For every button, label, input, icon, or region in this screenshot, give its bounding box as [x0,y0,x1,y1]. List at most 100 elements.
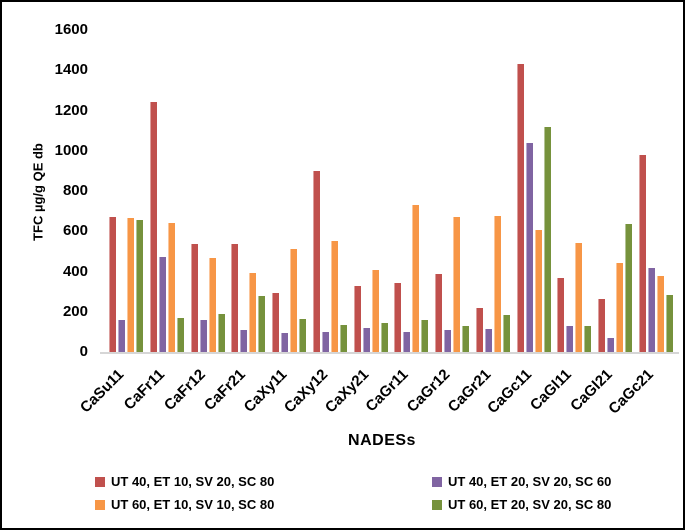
bar [462,326,470,352]
bar [321,332,329,352]
legend-swatch-series-4 [432,499,442,510]
bar [127,218,134,352]
y-tick-label: 400 [62,262,88,280]
x-tick-label: CaXy11 [240,366,291,416]
bar-group [394,205,429,352]
bar [109,217,116,352]
bar-group [475,216,510,352]
bar [190,244,198,352]
bar [149,102,157,352]
plot-area [100,30,679,354]
bar [543,127,551,352]
bar [502,315,510,352]
bar [167,223,175,352]
legend-label: UT 40, ET 10, SV 20, SC 80 [111,474,275,489]
bar-group [638,155,673,352]
legend-item: UT 40, ET 10, SV 20, SC 80 [95,474,432,489]
bar [616,263,624,352]
bar [339,325,347,352]
legend-swatch-series-3 [95,499,105,510]
bar [394,283,402,352]
y-tick-label: 200 [62,302,88,320]
x-tick-label: CaXy21 [321,366,373,417]
x-tick-label: CaGl11 [527,366,576,414]
x-tick-label: CaGc21 [605,366,658,418]
legend-swatch-series-2 [432,476,442,487]
bar [421,320,429,352]
y-tick-label: 1600 [54,21,88,38]
bar [353,286,361,352]
bar-group [516,64,551,352]
x-tick-label: CaSu11 [76,366,128,417]
bar [575,243,583,352]
bar-group [272,249,307,352]
bar [656,276,664,352]
bar [566,326,574,352]
bar [208,258,216,352]
x-tick-label: CaFr11 [120,366,169,414]
bar [475,308,483,352]
legend-item: UT 60, ET 10, SV 10, SC 80 [95,497,432,512]
bar [584,326,592,352]
x-tick-label: CaFr12 [161,366,210,414]
bar [403,332,411,352]
legend-item: UT 40, ET 20, SV 20, SC 60 [432,474,640,489]
x-tick-label: CaGr12 [403,366,454,416]
bar [217,314,225,352]
bar [240,330,248,352]
bar [638,155,646,352]
bar [281,333,289,352]
bar-group [231,244,266,352]
x-axis-ticks: CaSu11 CaFr11 CaFr12 CaFr21 CaXy11 CaXy12 CaXy… [77,358,664,430]
bar [444,330,452,352]
x-tick-label: CaFr21 [201,366,250,414]
legend: UT 40, ET 10, SV 20, SC 80 UT 40, ET 20,… [95,474,640,512]
bar [525,143,533,352]
x-tick-label: CaGr11 [362,366,413,416]
bar [231,244,239,352]
x-tick-label: CaXy12 [280,366,332,417]
x-axis-title: NADESs [348,432,416,449]
bar [118,320,125,352]
bar [312,171,320,352]
legend-label: UT 60, ET 10, SV 10, SC 80 [111,497,275,512]
bar [299,319,307,352]
bar-group [312,171,347,352]
y-tick-label: 1200 [54,101,88,119]
bar-group [435,217,470,352]
bar [484,329,492,352]
bar-group [598,224,633,352]
bar [412,205,420,352]
y-tick-label: 800 [62,182,88,199]
bar [176,318,184,352]
legend-label: UT 40, ET 20, SV 20, SC 60 [448,474,612,489]
bar [534,230,542,352]
bar [493,216,501,352]
bar [380,323,388,352]
y-tick-label: 0 [79,343,88,360]
bar [625,224,633,352]
bar-group [149,102,184,352]
y-tick-label: 1000 [54,141,88,159]
bar [516,64,524,352]
y-tick-label: 600 [62,222,88,240]
bar [435,274,443,352]
bar-group [190,244,225,352]
bar-group [353,270,388,352]
bar [136,220,143,352]
bar [557,278,565,352]
bar [453,217,461,352]
bar [607,338,615,352]
y-tick-label: 1400 [54,61,88,79]
bar [362,328,370,352]
legend-label: UT 60, ET 20, SV 20, SC 80 [448,497,612,512]
bar [665,295,673,352]
bar [290,249,298,352]
bar [272,293,280,352]
legend-swatch-series-1 [95,476,105,487]
bar [647,268,655,352]
bar [249,273,257,352]
bar [598,299,606,352]
bar-group [557,243,592,352]
